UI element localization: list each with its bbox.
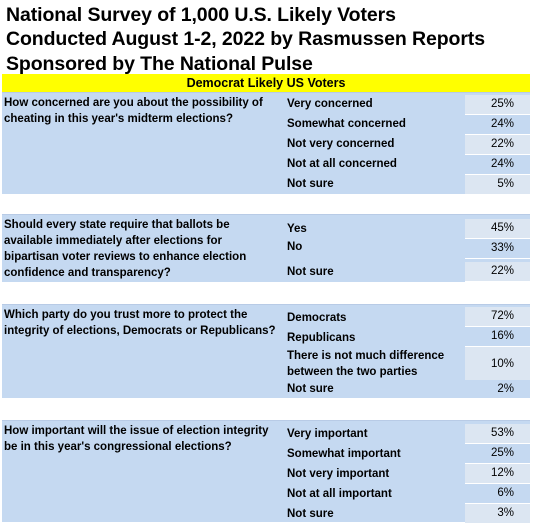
answer-value: 24% <box>465 115 530 135</box>
question-text: How concerned are you about the possibil… <box>4 97 263 125</box>
answer-value: 16% <box>465 327 530 347</box>
answer-label: Not at all important <box>287 488 392 500</box>
report-title: National Survey of 1,000 U.S. Likely Vot… <box>6 3 531 76</box>
answer-value: 45% <box>465 219 530 239</box>
answer-label: Very concerned <box>287 98 373 110</box>
answer-label: Not sure <box>287 178 334 190</box>
spacer <box>2 282 530 304</box>
answer-value: 25% <box>465 444 530 464</box>
answer-value: 12% <box>465 464 530 484</box>
answer-label: Not at all concerned <box>287 158 397 170</box>
question-block-2: Should every state require that ballots … <box>2 214 530 282</box>
question-text: Which party do you trust more to protect… <box>4 309 276 337</box>
title-line-2: Conducted August 1-2, 2022 by Rasmussen … <box>6 28 485 51</box>
answer-value: 2% <box>465 380 530 400</box>
answer-label: Very important <box>287 428 368 440</box>
answer-value: 22% <box>465 135 530 155</box>
answer-value: 5% <box>465 175 530 195</box>
answer-label: Democrats <box>287 312 347 324</box>
group-banner: Democrat Likely US Voters <box>2 74 530 92</box>
answer-value: 72% <box>465 307 530 327</box>
answer-label: Not sure <box>287 266 334 278</box>
answer-value: 24% <box>465 155 530 175</box>
answer-label: Somewhat concerned <box>287 118 406 130</box>
answer-value: 53% <box>465 424 530 444</box>
answer-value: 22% <box>465 262 530 282</box>
answer-label: Not very important <box>287 468 390 480</box>
spacer <box>2 194 530 214</box>
answer-label: Yes <box>287 223 307 235</box>
answer-value: 10% <box>465 347 530 381</box>
answer-value: 6% <box>465 484 530 504</box>
question-text: How important will the issue of election… <box>4 425 269 453</box>
answer-label: There is not much difference between the… <box>287 350 445 378</box>
question-text: Should every state require that ballots … <box>4 219 247 279</box>
answer-label: No <box>287 241 303 253</box>
answer-value: 33% <box>465 239 530 259</box>
answer-label: Not very concerned <box>287 138 395 150</box>
answer-value: 25% <box>465 95 530 115</box>
title-line-3: Sponsored by The National Pulse <box>6 52 313 75</box>
question-block-1: How concerned are you about the possibil… <box>2 92 530 195</box>
answer-label: Somewhat important <box>287 448 401 460</box>
question-block-4: How important will the issue of election… <box>2 420 530 524</box>
answer-label: Not sure <box>287 508 334 520</box>
answer-label: Not sure <box>287 383 334 395</box>
question-block-3: Which party do you trust more to protect… <box>2 304 530 400</box>
spacer <box>2 398 530 420</box>
answer-value: 3% <box>465 504 530 524</box>
title-line-1: National Survey of 1,000 U.S. Likely Vot… <box>6 4 396 26</box>
answer-label: Republicans <box>287 332 356 344</box>
